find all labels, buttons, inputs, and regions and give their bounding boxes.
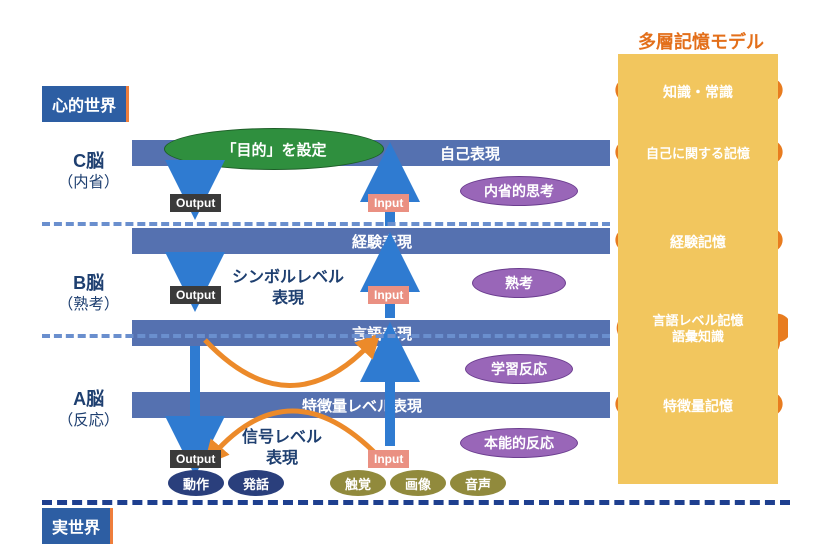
dash-line-3 (42, 500, 790, 505)
touch-ellipse: 触覚 (330, 470, 386, 496)
symbol-level-label: シンボルレベル 表現 (232, 268, 344, 310)
cloud-feature: 特徴量記憶 (608, 382, 788, 430)
output-tag-2: Output (170, 286, 221, 304)
cloud-language-text: 言語レベル記憶 語彙知識 (652, 313, 743, 344)
cloud-knowledge: 知識・常識 (608, 68, 788, 116)
image-ellipse: 画像 (390, 470, 446, 496)
diagram-root: 多層記憶モデル 心的世界 実世界 C脳 （内省） B脳 （熟考） A脳 （反応）… (0, 0, 831, 548)
cloud-feature-text: 特徴量記憶 (663, 398, 733, 415)
dash-line-1 (42, 222, 610, 226)
signal-level-label: 信号レベル 表現 (242, 428, 322, 470)
output-tag-3: Output (170, 450, 221, 468)
audio-ellipse: 音声 (450, 470, 506, 496)
purple-deliberate: 熟考 (472, 268, 566, 298)
symbol-line1: シンボルレベル (232, 268, 344, 289)
input-tag-3: Input (368, 450, 409, 468)
signal-line2: 表現 (242, 449, 322, 470)
cloud-self: 自己に関する記憶 (608, 130, 788, 178)
cloud-knowledge-text: 知識・常識 (663, 84, 733, 101)
purple-reflective: 内省的思考 (460, 176, 578, 206)
purple-learning: 学習反応 (465, 354, 573, 384)
speech-ellipse: 発話 (228, 470, 284, 496)
cloud-language: 言語レベル記憶 語彙知識 (608, 298, 788, 360)
signal-line1: 信号レベル (242, 428, 322, 449)
input-tag-2: Input (368, 286, 409, 304)
symbol-line2: 表現 (232, 289, 344, 310)
input-tag-1: Input (368, 194, 409, 212)
action-ellipse: 動作 (168, 470, 224, 496)
purple-instinct: 本能的反応 (460, 428, 578, 458)
output-tag-1: Output (170, 194, 221, 212)
cloud-self-text: 自己に関する記憶 (646, 146, 750, 162)
dash-line-2 (42, 334, 610, 338)
cloud-experience-text: 経験記憶 (670, 234, 726, 251)
cloud-experience: 経験記憶 (608, 218, 788, 266)
